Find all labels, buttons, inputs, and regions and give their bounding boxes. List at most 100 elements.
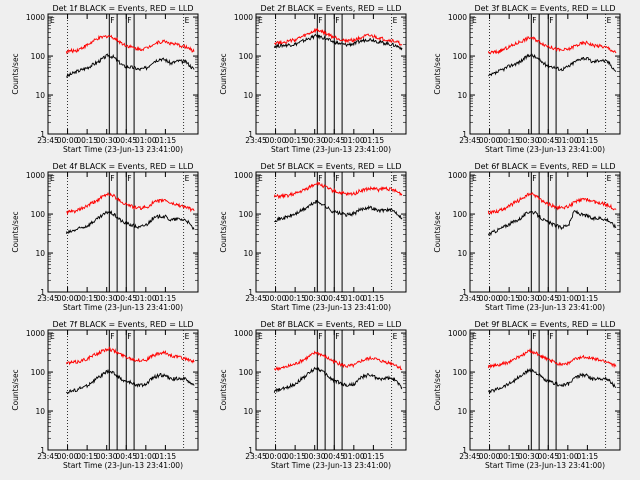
y-tick-label: 100 bbox=[31, 52, 46, 61]
x-tick-label: 01:15 bbox=[577, 294, 599, 303]
x-tick-label: 00:45 bbox=[537, 294, 559, 303]
x-tick-label: 01:00 bbox=[343, 136, 365, 145]
events-series-line bbox=[488, 53, 617, 77]
plot-frame bbox=[255, 171, 407, 293]
lld-series-line bbox=[273, 181, 403, 200]
y-axis-label: Counts/sec bbox=[433, 53, 442, 94]
region-mark: F bbox=[335, 332, 339, 341]
y-axis-label: Counts/sec bbox=[219, 369, 228, 410]
events-series-line bbox=[273, 365, 403, 394]
lld-series-line bbox=[487, 35, 617, 55]
interval-box bbox=[530, 329, 540, 451]
x-tick-label: 01:00 bbox=[557, 452, 579, 461]
x-tick-label: 00:30 bbox=[304, 452, 326, 461]
lld-series-line bbox=[487, 347, 617, 370]
x-tick-label: 00:00 bbox=[265, 452, 287, 461]
region-mark: E bbox=[50, 16, 55, 25]
x-tick-label: 01:00 bbox=[343, 452, 365, 461]
y-tick-label: 1000 bbox=[26, 329, 45, 338]
events-series-line bbox=[273, 33, 403, 51]
x-axis-label: Start Time (23-Jun-13 23:41:00) bbox=[63, 303, 183, 312]
x-tick-label: 00:15 bbox=[498, 136, 520, 145]
panel-title: Det 7f BLACK = Events, RED = LLD bbox=[52, 320, 193, 329]
x-axis-label: Start Time (23-Jun-13 23:41:00) bbox=[485, 461, 605, 470]
events-series-line bbox=[66, 53, 195, 78]
y-tick-label: 1 bbox=[40, 130, 45, 139]
region-mark: E bbox=[393, 16, 398, 25]
x-tick-label: 00:45 bbox=[323, 294, 345, 303]
x-tick-label: 00:30 bbox=[518, 294, 540, 303]
x-tick-label: 23:45 bbox=[459, 136, 481, 145]
interval-box bbox=[125, 171, 135, 293]
events-series-line bbox=[65, 209, 195, 234]
y-tick-label: 10 bbox=[243, 249, 253, 258]
region-mark: E bbox=[472, 174, 477, 183]
region-mark: F bbox=[110, 16, 114, 25]
y-tick-label: 1 bbox=[40, 446, 45, 455]
panel-title: Det 1f BLACK = Events, RED = LLD bbox=[52, 4, 193, 13]
x-tick-label: 00:00 bbox=[479, 452, 501, 461]
interval-box bbox=[108, 171, 118, 293]
x-tick-label: 23:45 bbox=[245, 294, 267, 303]
x-tick-label: 00:15 bbox=[498, 452, 520, 461]
interval-box bbox=[125, 329, 135, 451]
x-tick-label: 00:15 bbox=[284, 452, 306, 461]
panel-title: Det 8f BLACK = Events, RED = LLD bbox=[260, 320, 401, 329]
region-mark: F bbox=[532, 174, 536, 183]
y-tick-label: 1 bbox=[462, 446, 467, 455]
y-tick-label: 1 bbox=[462, 130, 467, 139]
region-mark: E bbox=[607, 16, 612, 25]
region-mark: E bbox=[50, 174, 55, 183]
x-axis-label: Start Time (23-Jun-13 23:41:00) bbox=[485, 145, 605, 154]
y-tick-label: 10 bbox=[243, 91, 253, 100]
y-tick-label: 100 bbox=[239, 210, 254, 219]
y-tick-label: 10 bbox=[35, 91, 45, 100]
y-axis-label: Counts/sec bbox=[433, 211, 442, 252]
x-tick-label: 00:45 bbox=[537, 136, 559, 145]
lld-series-line bbox=[65, 346, 195, 366]
interval-box bbox=[547, 329, 557, 451]
x-tick-label: 23:45 bbox=[37, 136, 59, 145]
x-tick-label: 01:15 bbox=[363, 452, 385, 461]
plot-frame bbox=[255, 13, 407, 135]
y-tick-label: 1000 bbox=[234, 13, 253, 22]
lld-series-line bbox=[66, 192, 195, 216]
region-mark: E bbox=[185, 174, 190, 183]
region-mark: E bbox=[393, 332, 398, 341]
y-axis-label: Counts/sec bbox=[11, 369, 20, 410]
interval-box bbox=[333, 329, 343, 451]
y-tick-label: 100 bbox=[453, 210, 468, 219]
interval-box bbox=[316, 171, 326, 293]
y-tick-label: 100 bbox=[31, 368, 46, 377]
y-tick-label: 1000 bbox=[234, 329, 253, 338]
interval-box bbox=[316, 13, 326, 135]
y-axis-label: Counts/sec bbox=[433, 369, 442, 410]
x-tick-label: 00:00 bbox=[57, 294, 79, 303]
y-tick-label: 10 bbox=[457, 91, 467, 100]
panel-title: Det 9f BLACK = Events, RED = LLD bbox=[474, 320, 615, 329]
region-mark: F bbox=[110, 332, 114, 341]
interval-box bbox=[125, 13, 135, 135]
panel-det-9f: Det 9f BLACK = Events, RED = LLD F F E E 1 10 1… bbox=[433, 320, 621, 470]
interval-box bbox=[530, 171, 540, 293]
region-mark: E bbox=[607, 174, 612, 183]
x-tick-label: 00:30 bbox=[518, 136, 540, 145]
y-tick-label: 100 bbox=[31, 210, 46, 219]
region-mark: E bbox=[185, 332, 190, 341]
region-mark: E bbox=[258, 332, 263, 341]
x-tick-label: 00:00 bbox=[479, 136, 501, 145]
region-mark: F bbox=[549, 174, 553, 183]
x-tick-label: 00:45 bbox=[115, 452, 137, 461]
region-mark: F bbox=[127, 332, 131, 341]
y-tick-label: 1 bbox=[248, 288, 253, 297]
y-axis-label: Counts/sec bbox=[219, 53, 228, 94]
x-tick-label: 01:15 bbox=[363, 136, 385, 145]
interval-box bbox=[108, 329, 118, 451]
y-tick-label: 1000 bbox=[26, 171, 45, 180]
events-series-line bbox=[487, 209, 617, 237]
region-mark: F bbox=[532, 16, 536, 25]
x-tick-label: 00:15 bbox=[284, 294, 306, 303]
x-axis-label: Start Time (23-Jun-13 23:41:00) bbox=[271, 145, 391, 154]
x-tick-label: 00:30 bbox=[96, 452, 118, 461]
